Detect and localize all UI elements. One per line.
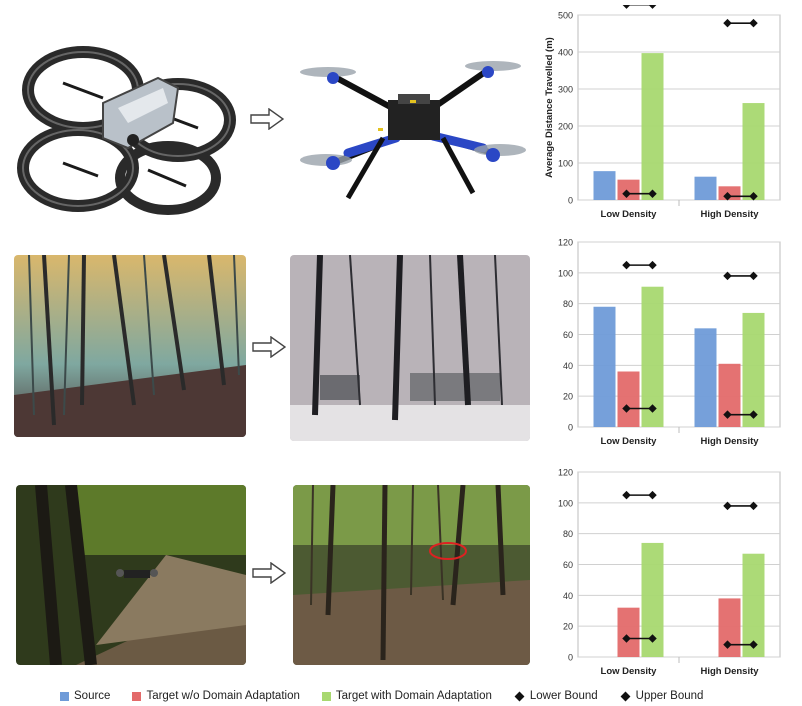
y-tick-label: 60 [563, 330, 573, 340]
parrot-ar-drone-image [17, 46, 236, 215]
legend-item-target-wo: Target w/o Domain Adaptation [132, 690, 300, 702]
legend-swatch-target-with [321, 691, 331, 701]
bar [641, 286, 664, 427]
bar [617, 371, 640, 427]
y-tick-label: 400 [558, 48, 573, 58]
y-tick-label: 0 [568, 196, 573, 206]
legend-label-upper: Upper Bound [635, 690, 704, 702]
x-tick-label: High Density [700, 666, 759, 677]
bar [617, 179, 640, 200]
legend-swatch-target-wo [132, 691, 142, 701]
y-tick-label: 120 [558, 238, 573, 248]
legend-item-upper: Upper Bound [620, 690, 704, 702]
lower-bound-marker [648, 404, 657, 413]
y-tick-label: 300 [558, 85, 573, 95]
y-tick-label: 0 [568, 653, 573, 663]
bar [641, 542, 664, 657]
bar [718, 598, 741, 657]
y-tick-label: 100 [558, 159, 573, 169]
transfer-arrow-icon [252, 562, 286, 584]
real-forest-drone-image [16, 485, 246, 665]
bar [593, 171, 616, 200]
upper-bound-marker [648, 5, 657, 9]
legend-label-target-with: Target with Domain Adaptation [335, 690, 492, 702]
bar [694, 328, 717, 427]
quadcopter-image [300, 61, 526, 200]
bar [742, 553, 765, 657]
x-tick-label: Low Density [601, 666, 658, 677]
x-tick-label: High Density [700, 436, 759, 447]
bar [641, 53, 664, 200]
lower-bound-marker [622, 404, 631, 413]
bar [742, 312, 765, 427]
bar [742, 103, 765, 200]
chart-distance-meters: 0 100 200 300 400 500 Average Distance Travell… [544, 5, 781, 220]
bar [593, 306, 616, 427]
y-axis-label: Average Distance Travelled (m) [544, 37, 555, 178]
y-tick-label: 100 [558, 498, 573, 508]
y-tick-label: 20 [563, 392, 573, 402]
y-tick-label: 500 [558, 11, 573, 21]
legend: Source Target w/o Domain Adaptation Targ… [60, 688, 780, 704]
y-tick-label: 20 [563, 622, 573, 632]
forest-target-image [290, 255, 530, 441]
y-tick-label: 200 [558, 122, 573, 132]
y-tick-label: 0 [568, 423, 573, 433]
bar [718, 363, 741, 427]
legend-item-source: Source [60, 690, 110, 702]
legend-label-source: Source [74, 690, 111, 702]
y-tick-label: 120 [558, 468, 573, 478]
diamond-icon [514, 691, 525, 701]
transfer-arrow-icon [252, 336, 286, 358]
transfer-arrow-icon [250, 108, 284, 130]
y-tick-label: 80 [563, 529, 573, 539]
x-tick-label: High Density [700, 209, 759, 220]
bar [617, 607, 640, 657]
y-tick-label: 60 [563, 560, 573, 570]
y-tick-label: 40 [563, 361, 573, 371]
diamond-icon [620, 691, 631, 701]
legend-item-target-with: Target with Domain Adaptation [321, 690, 492, 702]
legend-swatch-source [60, 691, 69, 701]
bar [694, 176, 717, 200]
real-forest-target-image [293, 485, 530, 665]
upper-bound-marker [622, 5, 631, 9]
forest-source-image [14, 255, 246, 437]
legend-label-target-wo: Target w/o Domain Adaptation [146, 690, 300, 702]
x-tick-label: Low Density [601, 209, 658, 220]
x-tick-label: Low Density [601, 436, 658, 447]
chart-domain-adaptation-real: 0 20 40 60 80 100 120 Low Density High Density [558, 468, 781, 677]
chart-domain-adaptation-infrared: 0 20 40 60 80 100 120 Low Density High Density [558, 238, 781, 447]
y-tick-label: 80 [563, 299, 573, 309]
legend-item-lower: Lower Bound [514, 690, 598, 702]
y-tick-label: 100 [558, 268, 573, 278]
legend-label-lower: Lower Bound [529, 690, 598, 702]
y-tick-label: 40 [563, 591, 573, 601]
